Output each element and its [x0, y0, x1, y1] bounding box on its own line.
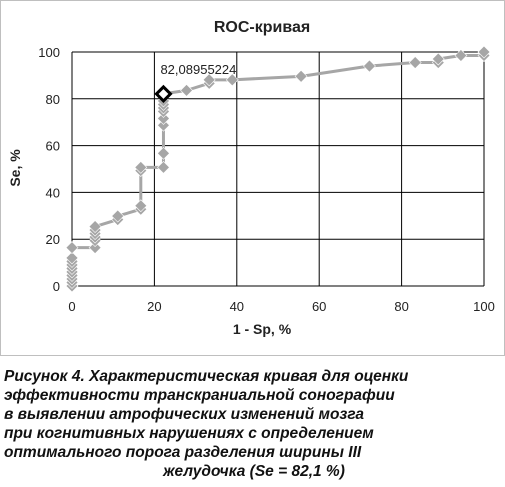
chart-title: ROC-кривая	[214, 19, 310, 36]
x-axis-label: 1 - Sp, %	[233, 321, 292, 337]
data-point-marker	[157, 112, 170, 125]
data-point-marker	[134, 160, 148, 174]
data-point-marker	[134, 199, 148, 213]
x-tick-label: 60	[312, 299, 326, 314]
data-point-marker	[202, 73, 216, 87]
y-tick-label: 40	[46, 185, 60, 200]
data-point-marker	[88, 241, 102, 255]
x-tick-label: 100	[473, 299, 495, 314]
optimal-point-marker	[154, 84, 173, 104]
caption-line: оптимального порога разделения ширины II…	[4, 444, 362, 461]
data-point-marker	[65, 251, 79, 265]
y-axis-label: Se, %	[7, 149, 23, 187]
y-tick-label: 80	[46, 92, 60, 107]
caption-line: желудочка (Se = 82,1 %)	[163, 463, 345, 480]
chart-frame	[0, 0, 505, 356]
caption-line: Рисунок 4. Характеристическая кривая для…	[4, 368, 409, 385]
x-tick-label: 80	[394, 299, 408, 314]
data-point-marker	[431, 52, 445, 66]
x-tick-label: 0	[68, 299, 75, 314]
data-point-marker	[88, 220, 102, 233]
data-point-marker	[157, 118, 170, 132]
data-point-marker	[65, 241, 79, 255]
y-tick-label: 60	[46, 139, 60, 154]
data-point-marker	[157, 146, 170, 160]
figure-caption: Рисунок 4. Характеристическая кривая для…	[4, 367, 504, 481]
caption-line: в выявлении атрофических изменений мозга	[4, 406, 365, 423]
data-point-marker	[157, 160, 170, 174]
data-point-marker	[111, 209, 125, 223]
x-tick-label: 20	[147, 299, 161, 314]
data-point-marker	[294, 69, 308, 83]
data-point-marker	[454, 49, 468, 62]
y-tick-label: 20	[46, 232, 60, 247]
data-point-marker	[363, 59, 376, 73]
data-point-marker	[477, 45, 491, 59]
optimal-point-label: 82,08955224	[160, 62, 236, 77]
caption-line: при когнитивных нарушениях с определение…	[4, 425, 374, 442]
roc-curve-line	[70, 52, 486, 286]
y-tick-label: 0	[53, 279, 60, 294]
y-tick-label: 100	[38, 45, 60, 60]
roc-chart: ROC-кривая 0 20 40 60 80 100 0 20 40 60 80 100 82,0…	[7, 19, 495, 337]
data-point-marker	[408, 56, 422, 69]
caption-line: эффективности транскраниальной сонографи…	[4, 387, 395, 404]
x-tick-label: 40	[230, 299, 244, 314]
data-point-marker	[180, 83, 193, 97]
data-point-marker	[225, 73, 239, 87]
